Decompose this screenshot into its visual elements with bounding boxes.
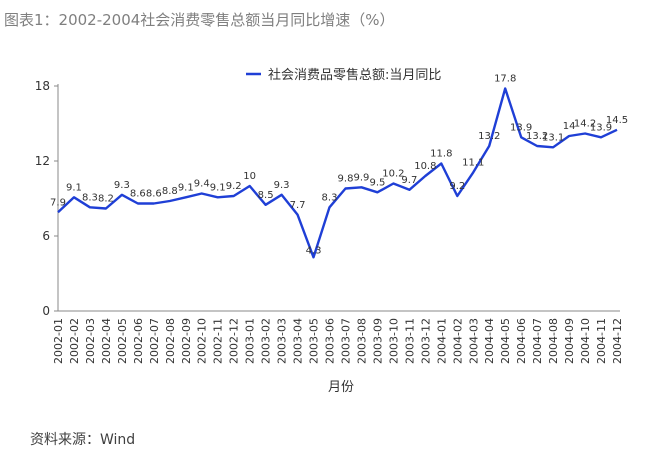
data-label: 8.6: [130, 189, 146, 200]
x-tick-label: 2004-10: [579, 318, 592, 364]
legend: 社会消费品零售总额:当月同比: [246, 67, 441, 83]
x-tick-label: 2003-05: [308, 318, 321, 364]
data-label: 8.8: [162, 186, 178, 197]
x-tick-label: 2003-06: [324, 318, 337, 364]
data-label: 8.2: [98, 194, 114, 205]
x-tick-label: 2004-08: [547, 318, 560, 364]
data-label: 9.1: [178, 182, 194, 193]
x-tick-label: 2004-02: [451, 318, 464, 364]
chart-axes: [57, 84, 620, 312]
data-label: 9.1: [66, 182, 82, 193]
data-label: 13.9: [590, 122, 612, 133]
data-label: 9.7: [401, 175, 417, 186]
data-label: 9.1: [210, 182, 226, 193]
x-tick-label: 2004-03: [467, 318, 480, 364]
y-tick-label: 18: [35, 79, 50, 93]
x-tick-label: 2002-12: [228, 318, 241, 364]
data-label: 9.3: [114, 180, 130, 191]
y-tick-label: 6: [42, 229, 50, 243]
series-line: [57, 87, 618, 259]
data-label: 8.3: [322, 192, 338, 203]
x-tick-label: 2003-04: [292, 318, 305, 364]
data-label: 9.8: [338, 174, 354, 185]
data-label: 9.2: [449, 181, 465, 192]
x-tick-label: 2003-09: [371, 318, 384, 364]
series-group: [57, 87, 618, 259]
data-label: 13.9: [510, 122, 532, 133]
x-tick-label: 2002-05: [116, 318, 129, 364]
x-tick-label: 2002-04: [100, 318, 113, 364]
data-label: 13.1: [542, 132, 564, 143]
legend-label: 社会消费品零售总额:当月同比: [268, 67, 441, 83]
x-tick-label: 2003-11: [403, 318, 416, 364]
data-label: 14.5: [606, 115, 628, 126]
y-tick-labels: 0 6 12 18: [35, 79, 58, 318]
x-tick-label: 2004-06: [515, 318, 528, 364]
x-tick-label: 2004-07: [531, 318, 544, 364]
data-label: 7.7: [290, 200, 306, 211]
x-tick-label: 2004-05: [499, 318, 512, 364]
data-label: 17.8: [494, 74, 516, 85]
data-label: 13.2: [478, 131, 500, 142]
data-label: 7.9: [50, 197, 66, 208]
data-label: 9.9: [354, 172, 370, 183]
data-label: 9.4: [194, 179, 210, 190]
x-tick-label: 2003-12: [419, 318, 432, 364]
data-label: 10.2: [382, 169, 404, 180]
x-tick-label: 2002-10: [196, 318, 209, 364]
data-label: 8.3: [82, 192, 98, 203]
data-label: 13.2: [526, 131, 548, 142]
data-label: 8.5: [258, 190, 274, 201]
figure-title: 图表1：2002-2004社会消费零售总额当月同比增速（%）: [4, 11, 395, 29]
data-label: 9.3: [274, 180, 290, 191]
data-labels: 7.99.18.3 8.29.38.6 8.6 8.8 9.1 9.4 9.1 9.2108.…: [50, 74, 628, 257]
x-tick-label: 2004-04: [483, 318, 496, 364]
data-label: 10.8: [414, 161, 436, 172]
x-tick-label: 2002-06: [132, 318, 145, 364]
x-tick-label: 2002-03: [84, 318, 97, 364]
x-tick-label: 2003-10: [387, 318, 400, 364]
y-tick-label: 12: [35, 154, 50, 168]
x-tick-label: 2004-01: [435, 318, 448, 364]
x-tick-label: 2004-09: [563, 318, 576, 364]
x-tick-label: 2004-12: [611, 318, 624, 364]
x-tick-labels: 2002-01 2002-02 2002-03 2002-04 2002-05 2002-…: [52, 318, 624, 364]
x-tick-label: 2003-03: [276, 318, 289, 364]
x-tick-label: 2004-11: [595, 318, 608, 364]
x-tick-label: 2003-07: [339, 318, 352, 364]
data-label: 11.8: [430, 149, 452, 160]
x-axis-title: 月份: [328, 380, 354, 395]
x-tick-label: 2002-09: [180, 318, 193, 364]
source-note: 资料来源：Wind: [30, 432, 136, 448]
x-tick-label: 2003-02: [260, 318, 273, 364]
data-label: 9.2: [226, 181, 242, 192]
x-tick-label: 2002-11: [212, 318, 225, 364]
x-tick-label: 2003-08: [355, 318, 368, 364]
x-tick-label: 2002-08: [164, 318, 177, 364]
data-label: 11.1: [462, 157, 484, 168]
data-label: 14: [563, 121, 576, 132]
data-label: 8.6: [146, 189, 162, 200]
data-label: 10: [243, 171, 256, 182]
x-tick-label: 2002-01: [52, 318, 65, 364]
data-label: 9.5: [369, 177, 385, 188]
y-tick-label: 0: [42, 304, 50, 318]
data-label: 4.3: [306, 245, 322, 256]
x-tick-label: 2003-01: [244, 318, 257, 364]
x-tick-label: 2002-07: [148, 318, 161, 364]
x-tick-label: 2002-02: [68, 318, 81, 364]
data-label: 14.2: [574, 119, 596, 130]
